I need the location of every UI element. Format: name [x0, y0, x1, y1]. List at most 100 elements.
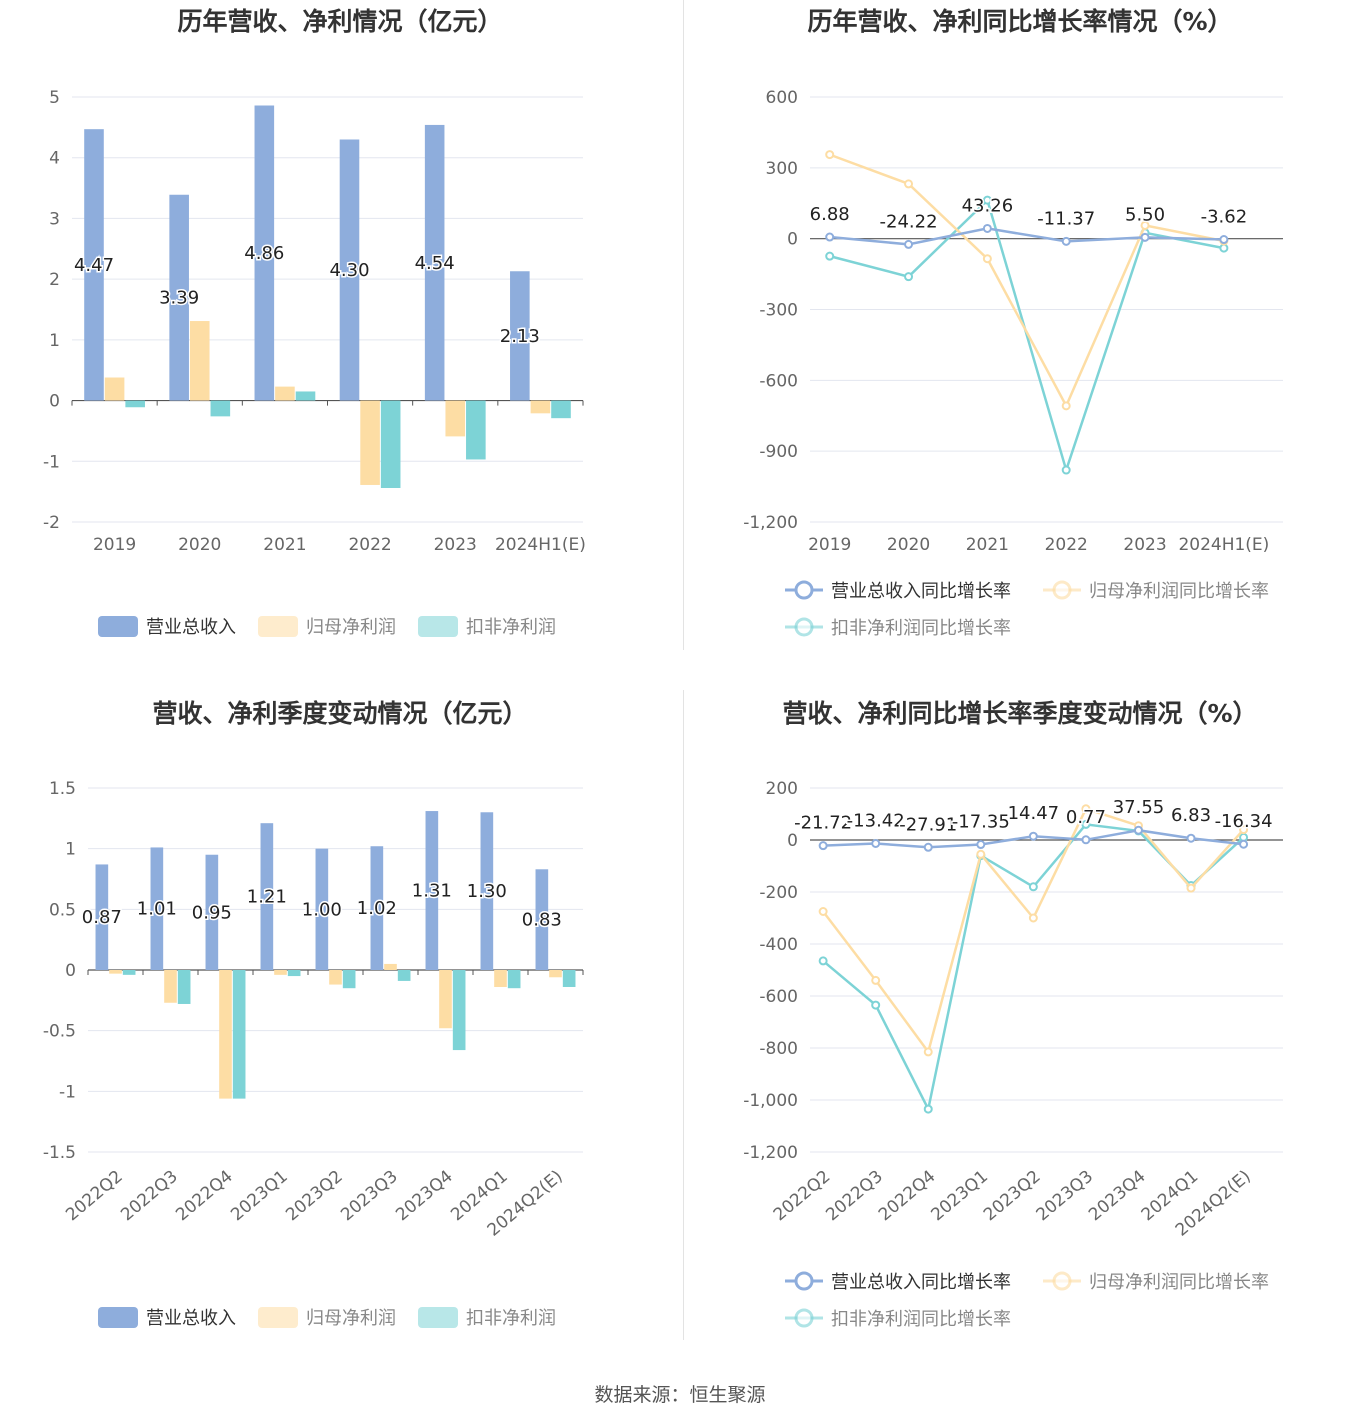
- data-label-revenue: 1.21: [247, 887, 287, 908]
- data-label-revenue-growth: -24.22: [880, 211, 938, 232]
- x-tick-label: 2022Q3: [822, 1167, 887, 1226]
- x-tick-label: 2022Q2: [770, 1167, 835, 1226]
- chart-title: 历年营收、净利情况（亿元）: [177, 7, 502, 36]
- point-deduct-profit: [923, 1104, 933, 1114]
- bar-net-profit: [329, 970, 342, 985]
- legend-label-revenue: 营业总收入: [146, 1308, 236, 1329]
- bar-net-profit: [219, 970, 232, 1099]
- legend-swatch-net-profit: [258, 616, 298, 637]
- y-tick-label: -600: [759, 371, 798, 391]
- x-tick-label: 2023Q1: [927, 1167, 992, 1226]
- point-deduct-profit: [1028, 882, 1038, 892]
- annual-growth-rate-chart: 历年营收、净利同比增长率情况（%） -1,200 -900 -600 -300 0 300 6…: [743, 7, 1283, 639]
- bar-deduct-profit: [122, 970, 136, 975]
- legend-label-deduct-profit: 扣非净利润: [466, 1308, 556, 1329]
- y-tick-label: 1: [49, 331, 60, 351]
- bar-net-profit: [360, 400, 380, 485]
- y-tick-label: 300: [766, 159, 798, 179]
- bar-deduct-profit: [232, 970, 246, 1099]
- point-revenue: [825, 232, 835, 242]
- y-tick-label: -800: [759, 1039, 798, 1059]
- point-revenue: [1140, 232, 1150, 242]
- legend-label-deduct-profit: 扣非净利润: [466, 617, 556, 638]
- bar-revenue: [480, 812, 494, 970]
- x-tick-label: 2022Q3: [117, 1167, 182, 1226]
- data-label-revenue-growth: -11.37: [1037, 208, 1095, 229]
- data-label-revenue: 4.86: [244, 243, 284, 264]
- legend-marker-deduct-profit: [794, 1308, 814, 1328]
- y-tick-label: 3: [49, 209, 60, 229]
- x-tick-label: 2023: [1123, 535, 1166, 555]
- legend-label-revenue: 营业总收入: [146, 617, 236, 638]
- data-label-revenue: 4.30: [329, 260, 369, 281]
- point-revenue: [982, 223, 992, 233]
- bar-deduct-profit: [452, 970, 466, 1051]
- y-tick-label: 0: [65, 961, 76, 981]
- bar-deduct-profit: [397, 970, 411, 981]
- x-tick-label: 2023Q2: [282, 1167, 347, 1226]
- point-net-profit: [1061, 401, 1071, 411]
- y-tick-label: 0: [49, 392, 60, 412]
- bar-deduct-profit: [287, 970, 301, 977]
- vertical-divider-bottom: [683, 690, 684, 1340]
- data-label-revenue: 1.31: [412, 881, 452, 902]
- y-tick-label: -300: [759, 301, 798, 321]
- y-tick-label: 4: [49, 149, 60, 169]
- x-tick-label: 2022: [1045, 535, 1088, 555]
- point-revenue: [1186, 833, 1196, 843]
- data-label-revenue: 2.13: [500, 326, 540, 347]
- chart-title: 营收、净利季度变动情况（亿元）: [152, 699, 527, 728]
- bar-revenue: [150, 847, 164, 970]
- bar-net-profit: [439, 970, 452, 1029]
- data-label-revenue: 1.01: [137, 899, 177, 920]
- x-tick-label: 2020: [178, 535, 221, 555]
- y-tick-label: -900: [759, 442, 798, 462]
- point-deduct-profit: [818, 956, 828, 966]
- x-tick-label: 2021: [263, 535, 306, 555]
- point-net-profit: [1140, 220, 1150, 230]
- legend-swatch-revenue: [98, 1307, 138, 1328]
- bar-deduct-profit: [295, 391, 316, 401]
- legend-marker-revenue: [794, 1271, 814, 1291]
- data-label-revenue-growth: -3.62: [1201, 207, 1248, 228]
- quarterly-growth-rate-chart: 营收、净利同比增长率季度变动情况（%） -1,200 -1,000 -800 -600 -…: [743, 699, 1283, 1330]
- bar-deduct-profit: [562, 970, 576, 987]
- bar-net-profit: [164, 970, 177, 1003]
- y-tick-label: 200: [766, 779, 798, 799]
- data-label-revenue: 4.54: [415, 253, 455, 274]
- y-tick-label: -1.5: [43, 1143, 76, 1163]
- point-revenue: [1028, 831, 1038, 841]
- point-net-profit: [1186, 883, 1196, 893]
- point-revenue: [976, 840, 986, 850]
- series-line-deduct-profit: [822, 823, 1245, 1113]
- bar-revenue: [95, 864, 109, 970]
- bar-net-profit: [104, 377, 125, 401]
- bar-deduct-profit: [551, 400, 571, 419]
- point-revenue: [871, 838, 881, 848]
- point-net-profit: [871, 975, 881, 985]
- series-line-net-profit: [829, 153, 1225, 409]
- legend-label-net-profit: 归母净利润同比增长率: [1089, 1272, 1269, 1293]
- data-label-revenue-growth: 37.55: [1113, 797, 1165, 818]
- legend-label-revenue: 营业总收入同比增长率: [831, 581, 1011, 602]
- point-revenue: [1133, 825, 1143, 835]
- y-tick-label: 0: [787, 230, 798, 250]
- point-net-profit: [1028, 913, 1038, 923]
- y-tick-label: 2: [49, 270, 60, 290]
- legend-swatch-net-profit: [258, 1307, 298, 1328]
- point-revenue: [1061, 236, 1071, 246]
- y-tick-label: -1,200: [743, 513, 798, 533]
- series-line-deduct-profit: [829, 197, 1225, 475]
- bar-net-profit: [189, 321, 210, 401]
- data-label-revenue-growth: 6.88: [810, 204, 850, 225]
- bar-revenue: [205, 854, 219, 970]
- point-deduct-profit: [904, 272, 914, 282]
- bar-revenue: [169, 194, 189, 401]
- data-label-revenue-growth: 6.83: [1171, 805, 1211, 826]
- point-revenue: [818, 841, 828, 851]
- data-source-label: 数据来源：恒生聚源: [594, 1384, 766, 1406]
- legend-swatch-revenue: [98, 616, 138, 637]
- y-tick-label: -1,000: [743, 1091, 798, 1111]
- bar-revenue: [254, 105, 275, 401]
- x-tick-label: 2022Q4: [875, 1167, 940, 1226]
